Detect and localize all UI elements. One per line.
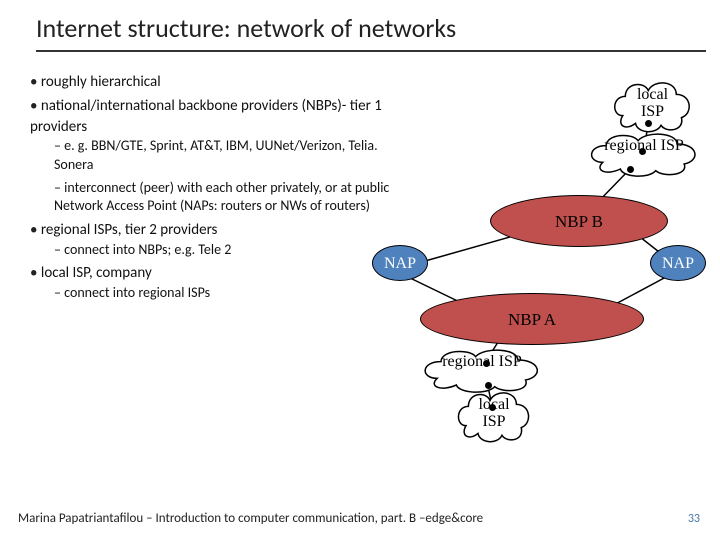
- dot-local-top: [645, 120, 652, 127]
- regional-isp-bottom-cloud-label: regional ISP: [418, 354, 546, 371]
- bullet-4-1: connect into regional ISPs: [54, 284, 390, 303]
- dot-local-bottom: [489, 404, 496, 411]
- page-title: Internet structure: network of networks: [36, 12, 720, 44]
- bullet-4: local ISP, company connect into regional…: [30, 263, 390, 302]
- dot-regional-top-in: [639, 148, 646, 155]
- nbp-b-ellipse: NBP B: [490, 195, 668, 247]
- footer-text: Marina Papatriantafilou – Introduction t…: [18, 511, 702, 526]
- nap-left-ellipse: NAP: [372, 245, 428, 281]
- page-number: 33: [688, 512, 700, 526]
- bullet-list: roughly hierarchical national/internatio…: [30, 72, 390, 307]
- bullet-2-2: interconnect (peer) with each other priv…: [54, 179, 390, 217]
- content-area: roughly hierarchical national/internatio…: [0, 52, 720, 482]
- network-diagram: local ISPregional ISPNBP BNAPNAPNBP Areg…: [360, 77, 710, 447]
- dot-regional-bottom-out: [485, 382, 492, 389]
- nbp-a-ellipse: NBP A: [420, 293, 644, 345]
- local-isp-bottom-cloud: local ISP: [454, 387, 534, 445]
- local-isp-bottom-cloud-label: local ISP: [454, 397, 534, 431]
- bullet-2: national/international backbone provider…: [30, 96, 390, 216]
- bullet-3-1: connect into NBPs; e.g. Tele 2: [54, 241, 390, 260]
- bullet-1: roughly hierarchical: [30, 72, 390, 92]
- dot-regional-bottom-in: [483, 360, 490, 367]
- dot-regional-top-out: [627, 166, 634, 173]
- nap-right-ellipse: NAP: [650, 245, 706, 281]
- bullet-3: regional ISPs, tier 2 providers connect …: [30, 220, 390, 259]
- bullet-2-1: e. g. BBN/GTE, Sprint, AT&T, IBM, UUNet/…: [54, 137, 390, 175]
- local-isp-top-cloud-label: local ISP: [610, 87, 695, 121]
- local-isp-top-cloud: local ISP: [610, 77, 695, 135]
